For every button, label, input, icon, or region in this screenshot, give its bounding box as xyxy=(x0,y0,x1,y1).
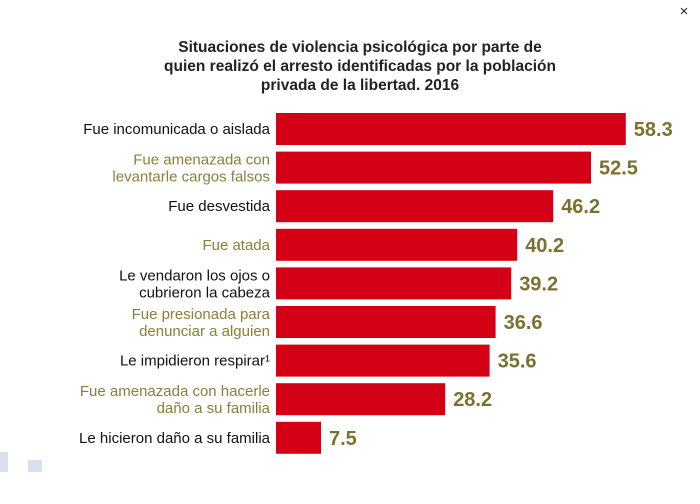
category-label: Fue incomunicada o aislada xyxy=(83,121,270,138)
category-label: Fue desvestida xyxy=(168,198,270,215)
category-label-line: levantarle cargos falsos xyxy=(112,169,270,186)
bar xyxy=(276,190,554,223)
category-label-line: Fue desvestida xyxy=(168,198,270,215)
chart-title-line-3: privada de la libertad. 2016 xyxy=(260,77,460,94)
value-label: 39.2 xyxy=(519,273,558,295)
value-label: 7.5 xyxy=(329,428,357,450)
bar xyxy=(276,344,490,377)
category-label: Le hicieron daño a su familia xyxy=(79,430,271,447)
category-label: Fue atada xyxy=(202,237,270,254)
value-label: 35.6 xyxy=(498,351,537,373)
value-label: 28.2 xyxy=(453,389,492,411)
category-label: Le impidieron respirar¹ xyxy=(120,353,270,370)
chart-title-line-2: quien realizó el arresto identificadas p… xyxy=(164,58,556,75)
category-label: Fue presionada para denunciar a alguien xyxy=(132,306,271,340)
category-label-line: Le vendaron los ojos o xyxy=(119,267,270,284)
category-label: Fue amenazada con hacerle daño a su famil… xyxy=(80,383,271,417)
bar xyxy=(276,421,321,454)
value-label: 40.2 xyxy=(525,235,564,257)
chart-title: Situaciones de violencia psicológica por… xyxy=(150,38,570,95)
value-label: 58.3 xyxy=(634,119,673,141)
value-label: 52.5 xyxy=(599,158,638,180)
value-label: 36.6 xyxy=(504,312,543,334)
bar xyxy=(276,113,626,145)
bar xyxy=(276,267,512,300)
chart-title-line-1: Situaciones de violencia psicológica por… xyxy=(178,39,542,56)
category-label-line: daño a su familia xyxy=(157,400,271,417)
category-label: Fue amenazada con levantarle cargos falso… xyxy=(112,152,270,186)
bar xyxy=(276,151,591,184)
category-label-line: cubrieron la cabeza xyxy=(139,284,271,301)
bar xyxy=(276,306,496,338)
category-label-line: Fue atada xyxy=(202,237,270,254)
category-label-line: Fue amenazada con xyxy=(133,152,270,169)
category-label: Le vendaron los ojos o cubrieron la cabez… xyxy=(119,267,271,301)
bar xyxy=(276,228,518,261)
corner-decoration xyxy=(28,460,42,472)
category-label-line: denunciar a alguien xyxy=(139,323,270,340)
category-label-line: Le impidieron respirar¹ xyxy=(120,353,270,370)
category-label-line: Le hicieron daño a su familia xyxy=(79,430,271,447)
category-label-line: Fue amenazada con hacerle xyxy=(80,383,270,400)
value-label: 46.2 xyxy=(561,196,600,218)
category-label-line: Fue presionada para xyxy=(132,306,271,323)
corner-decoration xyxy=(0,452,8,472)
close-icon[interactable]: × xyxy=(679,3,689,20)
category-label-line: Fue incomunicada o aislada xyxy=(83,121,270,138)
bar xyxy=(276,383,446,416)
